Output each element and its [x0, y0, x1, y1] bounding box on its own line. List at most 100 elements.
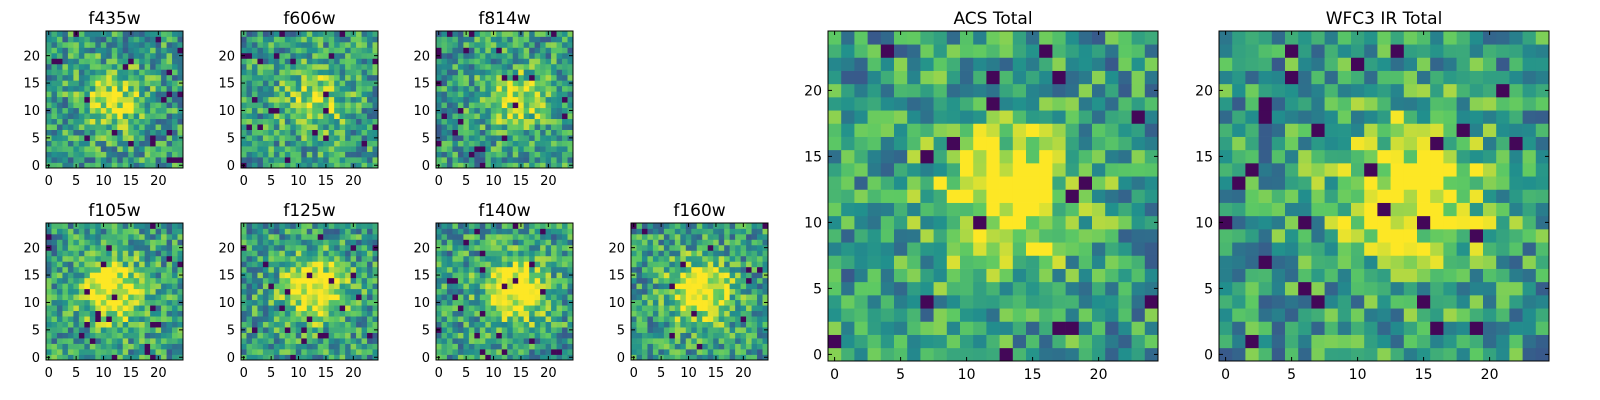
heatmap-cell [545, 135, 552, 141]
heatmap-cell [301, 129, 308, 136]
heatmap-cell [345, 80, 351, 87]
heatmap-cell [707, 223, 714, 229]
heatmap-cell [122, 91, 129, 98]
heatmap-cell [663, 299, 670, 306]
heatmap-cell [122, 63, 129, 70]
heatmap-cell [474, 31, 481, 37]
heatmap-cell [328, 332, 335, 339]
heatmap-cell [262, 321, 269, 328]
heatmap-cell [367, 321, 373, 328]
heatmap-cell [562, 118, 568, 125]
heatmap-cell [512, 96, 519, 103]
heatmap-cell [273, 124, 280, 130]
heatmap-cell [155, 91, 162, 98]
heatmap-cell [317, 58, 324, 65]
heatmap-cell [512, 305, 519, 312]
heatmap-cell [652, 321, 659, 328]
heatmap-cell [350, 338, 357, 344]
heatmap-cell [133, 343, 140, 350]
heatmap-cell [323, 288, 330, 295]
heatmap-cell [867, 281, 882, 296]
heatmap-cell [1052, 295, 1066, 309]
heatmap-cell [312, 63, 319, 70]
heatmap-cell [100, 118, 107, 125]
heatmap-cell [663, 244, 670, 251]
heatmap-cell [268, 118, 275, 125]
heatmap-cell [490, 63, 497, 70]
heatmap-cell [441, 272, 448, 279]
heatmap-cell [463, 294, 470, 301]
heatmap-cell [436, 63, 442, 70]
heatmap-cell [551, 305, 557, 312]
heatmap-cell [762, 283, 769, 290]
heatmap-cell [106, 305, 113, 312]
heatmap-cell [854, 255, 868, 269]
heatmap-cell [306, 31, 313, 37]
heatmap-cell [257, 36, 264, 43]
heatmap-cell [452, 124, 459, 130]
heatmap-cell [117, 305, 124, 312]
heatmap-cell [468, 305, 475, 312]
heatmap-cell [306, 85, 313, 92]
heatmap-cell [166, 36, 173, 43]
heatmap-cell [457, 266, 464, 273]
heatmap-cell [89, 332, 96, 339]
heatmap-cell [328, 31, 335, 37]
heatmap-cell [241, 294, 247, 301]
heatmap-cell [56, 69, 63, 76]
heatmap-cell [295, 63, 302, 70]
heatmap-cell [312, 96, 319, 103]
heatmap-cell [562, 41, 568, 48]
heatmap-cell [562, 338, 568, 344]
heatmap-cell [111, 250, 118, 257]
heatmap-cell [468, 113, 475, 120]
heatmap-cell [106, 223, 113, 229]
heatmap-cell [295, 107, 302, 114]
heatmap-cell [317, 80, 324, 87]
heatmap-cell [735, 223, 741, 229]
heatmap-cell [501, 233, 508, 240]
heatmap-cell [474, 349, 481, 355]
heatmap-cell [328, 250, 335, 257]
heatmap-cell [251, 266, 258, 273]
heatmap-cell [556, 332, 563, 339]
heatmap-cell [128, 124, 135, 130]
heatmap-cell [556, 107, 563, 114]
heatmap-cell [529, 228, 535, 235]
heatmap-cell [485, 102, 492, 109]
heatmap-cell [523, 124, 530, 130]
heatmap-cell [556, 31, 563, 37]
heatmap-cell [139, 146, 145, 152]
heatmap-cell [246, 96, 253, 103]
heatmap-cell [361, 338, 368, 344]
heatmap-cell [1144, 308, 1159, 322]
heatmap-cell [73, 124, 80, 130]
heatmap-cell [1131, 321, 1146, 335]
heatmap-cell [372, 129, 379, 136]
heatmap-cell [301, 343, 308, 350]
heatmap-cell [295, 239, 302, 246]
heatmap-cell [757, 354, 763, 361]
heatmap-cell [166, 349, 173, 355]
heatmap-cell [828, 281, 842, 296]
heatmap-cell [463, 233, 470, 240]
heatmap-cell [284, 162, 291, 169]
axes-frame [240, 222, 379, 361]
heatmap-cell [279, 63, 286, 70]
heatmap-cell [1105, 334, 1119, 349]
heatmap-cell [691, 244, 698, 251]
x-tick-label: 15 [708, 366, 725, 381]
heatmap-cell [273, 354, 280, 361]
heatmap-cell [95, 305, 102, 312]
heatmap-cell [122, 31, 129, 37]
heatmap-cell [345, 239, 351, 246]
heatmap-cell [251, 294, 258, 301]
heatmap-cell [306, 277, 313, 284]
heatmap-cell [328, 157, 335, 163]
heatmap-cell [56, 239, 63, 246]
heatmap-cell [73, 327, 80, 333]
heatmap-cell [474, 146, 481, 152]
y-tick-label: 20 [413, 49, 430, 64]
heatmap-cell [361, 343, 368, 350]
heatmap-cell [556, 277, 563, 284]
